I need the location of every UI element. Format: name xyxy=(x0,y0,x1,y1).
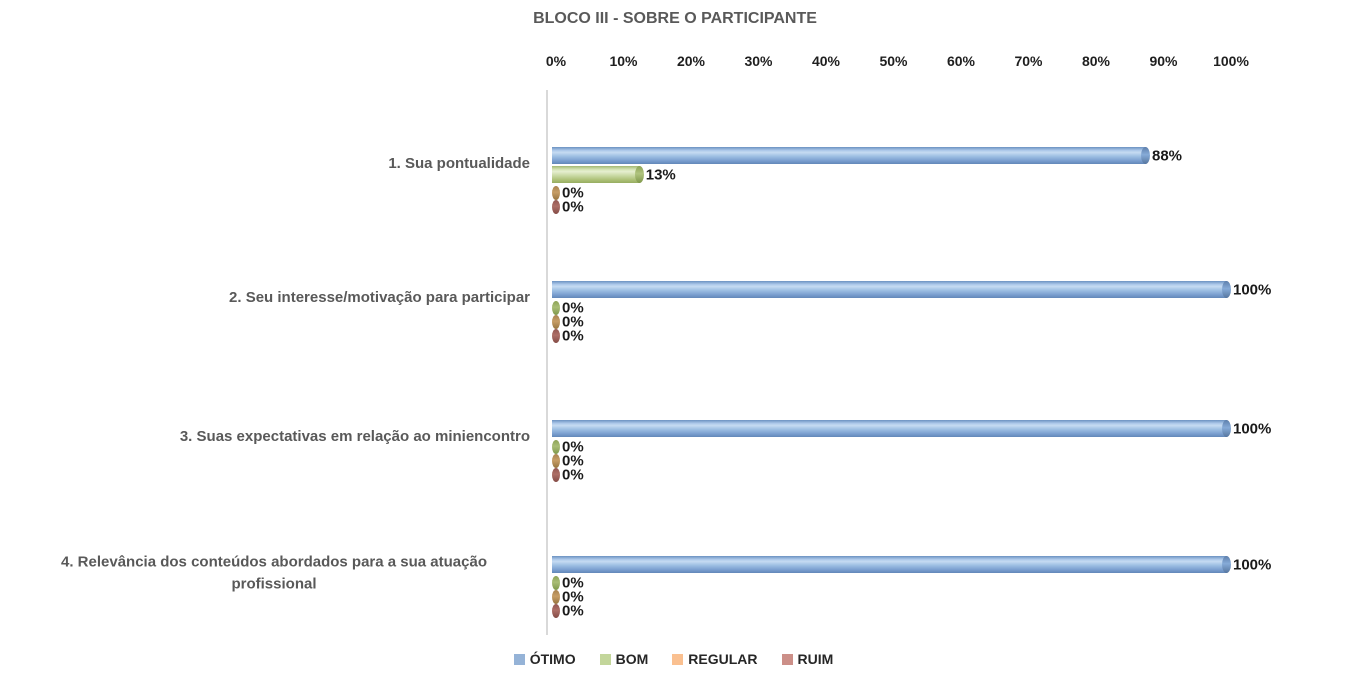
legend-item-otimo: ÓTIMO xyxy=(513,651,576,667)
zero-bar-bom xyxy=(552,440,560,454)
value-label: 100% xyxy=(1233,420,1272,437)
zero-bar-regular xyxy=(552,315,560,329)
legend-item-regular: REGULAR xyxy=(672,651,758,667)
legend-label: ÓTIMO xyxy=(529,651,576,667)
value-label: 0% xyxy=(562,602,584,620)
legend-swatch xyxy=(672,653,684,665)
value-label: 88% xyxy=(1152,147,1183,164)
value-label: 0% xyxy=(562,299,584,317)
x-axis-tick-label: 60% xyxy=(946,53,976,69)
legend-swatch xyxy=(599,653,611,665)
x-axis-tick-label: 50% xyxy=(879,53,908,69)
category-label: 2. Seu interesse/motivação para particip… xyxy=(229,289,530,307)
value-label: 0% xyxy=(562,327,584,345)
zero-bar-ruim xyxy=(552,468,560,482)
zero-bar-regular xyxy=(552,454,560,468)
chart-title: BLOCO III - SOBRE O PARTICIPANTE xyxy=(533,10,817,27)
x-axis-tick-label: 10% xyxy=(609,53,638,69)
zero-bar-ruim xyxy=(552,329,560,343)
x-axis-tick-label: 40% xyxy=(811,53,841,69)
category-label: 4. Relevância dos conteúdos abordados pa… xyxy=(61,553,487,592)
value-label: 0% xyxy=(562,588,584,606)
value-label: 0% xyxy=(562,313,584,331)
zero-bar-ruim xyxy=(552,604,560,618)
category-label: 1. Sua pontualidade xyxy=(388,155,530,173)
x-axis-tick-label: 20% xyxy=(676,53,706,69)
zero-bar-regular xyxy=(552,186,560,200)
value-label: 0% xyxy=(562,452,584,470)
bar-otimo xyxy=(552,556,1231,573)
legend-swatch xyxy=(781,653,793,665)
value-label: 100% xyxy=(1233,281,1272,298)
x-axis-tick-label: 70% xyxy=(1014,53,1043,69)
x-axis-tick-label: 100% xyxy=(1213,53,1249,69)
value-label: 0% xyxy=(562,574,584,592)
bar-otimo xyxy=(552,147,1150,164)
x-axis-tick-label: 0% xyxy=(545,53,567,69)
legend: ÓTIMO BOM REGULAR RUIM xyxy=(0,651,1347,667)
bar-otimo xyxy=(552,281,1231,298)
zero-bar-regular xyxy=(552,590,560,604)
bar-otimo xyxy=(552,420,1231,437)
bar-bom xyxy=(552,166,644,183)
legend-item-ruim: RUIM xyxy=(781,651,834,667)
value-label: 0% xyxy=(562,184,584,202)
value-label: 0% xyxy=(562,198,584,216)
x-axis-tick-label: 80% xyxy=(1081,53,1111,69)
value-label: 100% xyxy=(1233,556,1272,573)
x-axis-tick-label: 90% xyxy=(1149,53,1178,69)
zero-bar-bom xyxy=(552,576,560,590)
legend-swatch xyxy=(513,653,525,665)
value-label: 0% xyxy=(562,438,584,456)
legend-item-bom: BOM xyxy=(599,651,649,667)
category-label: 3. Suas expectativas em relação ao minie… xyxy=(179,428,530,446)
zero-bar-bom xyxy=(552,301,560,315)
legend-label: BOM xyxy=(615,651,649,667)
x-axis-tick-label: 30% xyxy=(744,53,773,69)
legend-label: RUIM xyxy=(797,651,834,667)
y-axis-line xyxy=(546,90,548,635)
value-label: 13% xyxy=(645,166,676,183)
value-label: 0% xyxy=(562,466,584,484)
legend-label: REGULAR xyxy=(688,651,758,667)
zero-bar-ruim xyxy=(552,200,560,214)
